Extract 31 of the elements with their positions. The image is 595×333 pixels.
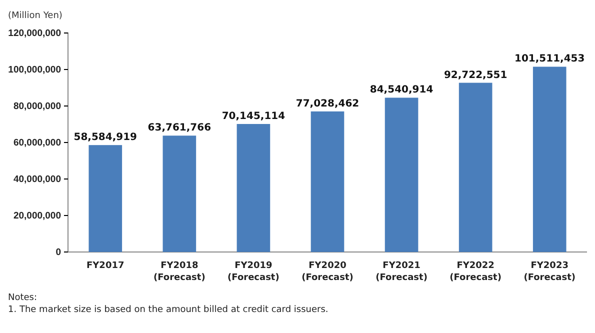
x-tick-label: FY2017 [86,261,124,271]
data-label: 84,540,914 [370,84,434,96]
y-tick-label: 40,000,000 [13,174,61,186]
x-tick-label: FY2020 (Forecast) [302,261,354,283]
bar [384,98,418,252]
data-label: 101,511,453 [514,54,585,65]
y-axis-title: (Million Yen) [8,11,62,21]
y-tick-label: 100,000,000 [8,64,61,76]
x-tick-label: FY2022 (Forecast) [450,261,502,283]
data-label: 70,145,114 [222,110,286,122]
y-tick-label: 0 [56,247,61,258]
data-label: 58,584,919 [74,132,138,144]
bar [532,66,566,252]
y-tick-label: 120,000,000 [8,28,61,40]
x-tick-label: FY2023 (Forecast) [524,261,576,283]
y-tick-label: 60,000,000 [13,138,61,149]
y-tick-label: 20,000,000 [13,210,61,222]
data-label: 92,722,551 [444,70,508,81]
bar [310,111,344,252]
x-tick-label: FY2021 (Forecast) [376,261,428,283]
x-tick-label: FY2019 (Forecast) [228,261,280,283]
bar [458,82,492,252]
bar [162,136,196,252]
text: 1. The market size is based on the amount billed at credit card issuers. [8,305,328,315]
data-label: 77,028,462 [296,98,360,110]
bar [88,145,122,252]
data-label: 63,761,766 [148,122,212,134]
bar [236,124,270,252]
y-tick-label: 80,000,000 [13,101,61,112]
text: Notes: [8,293,38,303]
x-tick-label: FY2018 (Forecast) [154,261,206,283]
